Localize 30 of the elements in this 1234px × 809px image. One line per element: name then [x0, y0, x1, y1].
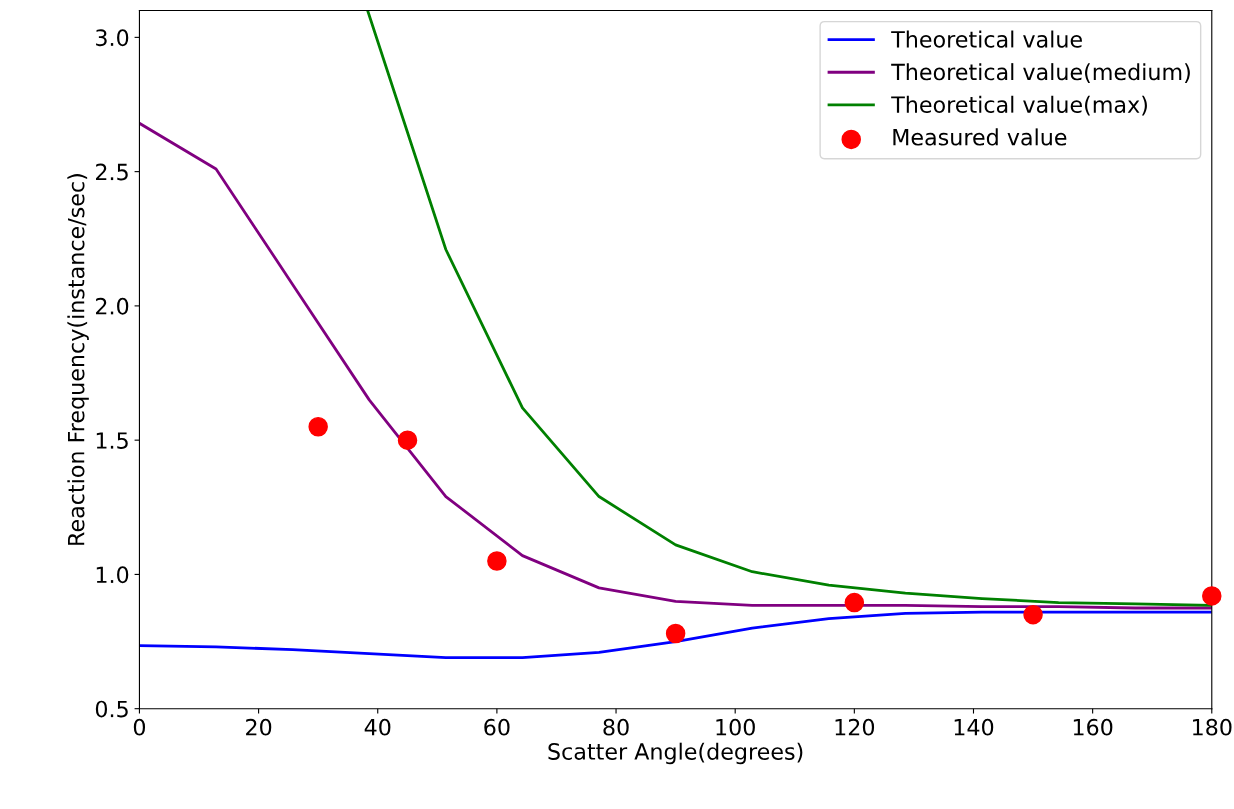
- x-tick-label: 40: [364, 718, 391, 736]
- legend-label: Theoretical value(medium): [891, 63, 1190, 83]
- x-axis-title: Scatter Angle(degrees): [548, 742, 803, 765]
- y-tick-label: 1.0: [96, 566, 129, 584]
- x-tick-label: 100: [716, 718, 755, 736]
- point: [487, 551, 507, 571]
- y-tick-label: 2.0: [96, 297, 129, 315]
- x-tick-label: 20: [246, 718, 272, 736]
- legend-label: Theoretical value(max): [891, 95, 1147, 116]
- x-tick-label: 140: [954, 718, 994, 736]
- x-tick-label: 120: [835, 718, 875, 736]
- point: [665, 623, 686, 644]
- y-tick-label: 1.5: [96, 432, 128, 449]
- x-tick-label: 60: [484, 718, 510, 736]
- y-tick-label: 2.5: [96, 163, 128, 181]
- point: [844, 592, 865, 613]
- point: [1023, 604, 1043, 625]
- y-axis-title: Reaction Frequency(instance/sec): [67, 174, 89, 545]
- line-series: [139, 610, 1212, 660]
- legend-label: Measured value: [893, 128, 1067, 146]
- x-tick-label: 80: [603, 718, 629, 736]
- legend-label: Theoretical value: [891, 30, 1082, 48]
- y-tick-label: 0.5: [95, 700, 128, 718]
- point: [308, 416, 328, 437]
- point: [1202, 586, 1222, 606]
- x-tick-label: 160: [1073, 718, 1113, 736]
- x-tick-label: 180: [1193, 718, 1232, 736]
- point: [397, 430, 418, 450]
- x-tick-label: 0: [133, 718, 146, 736]
- y-tick-label: 3.0: [96, 29, 129, 47]
